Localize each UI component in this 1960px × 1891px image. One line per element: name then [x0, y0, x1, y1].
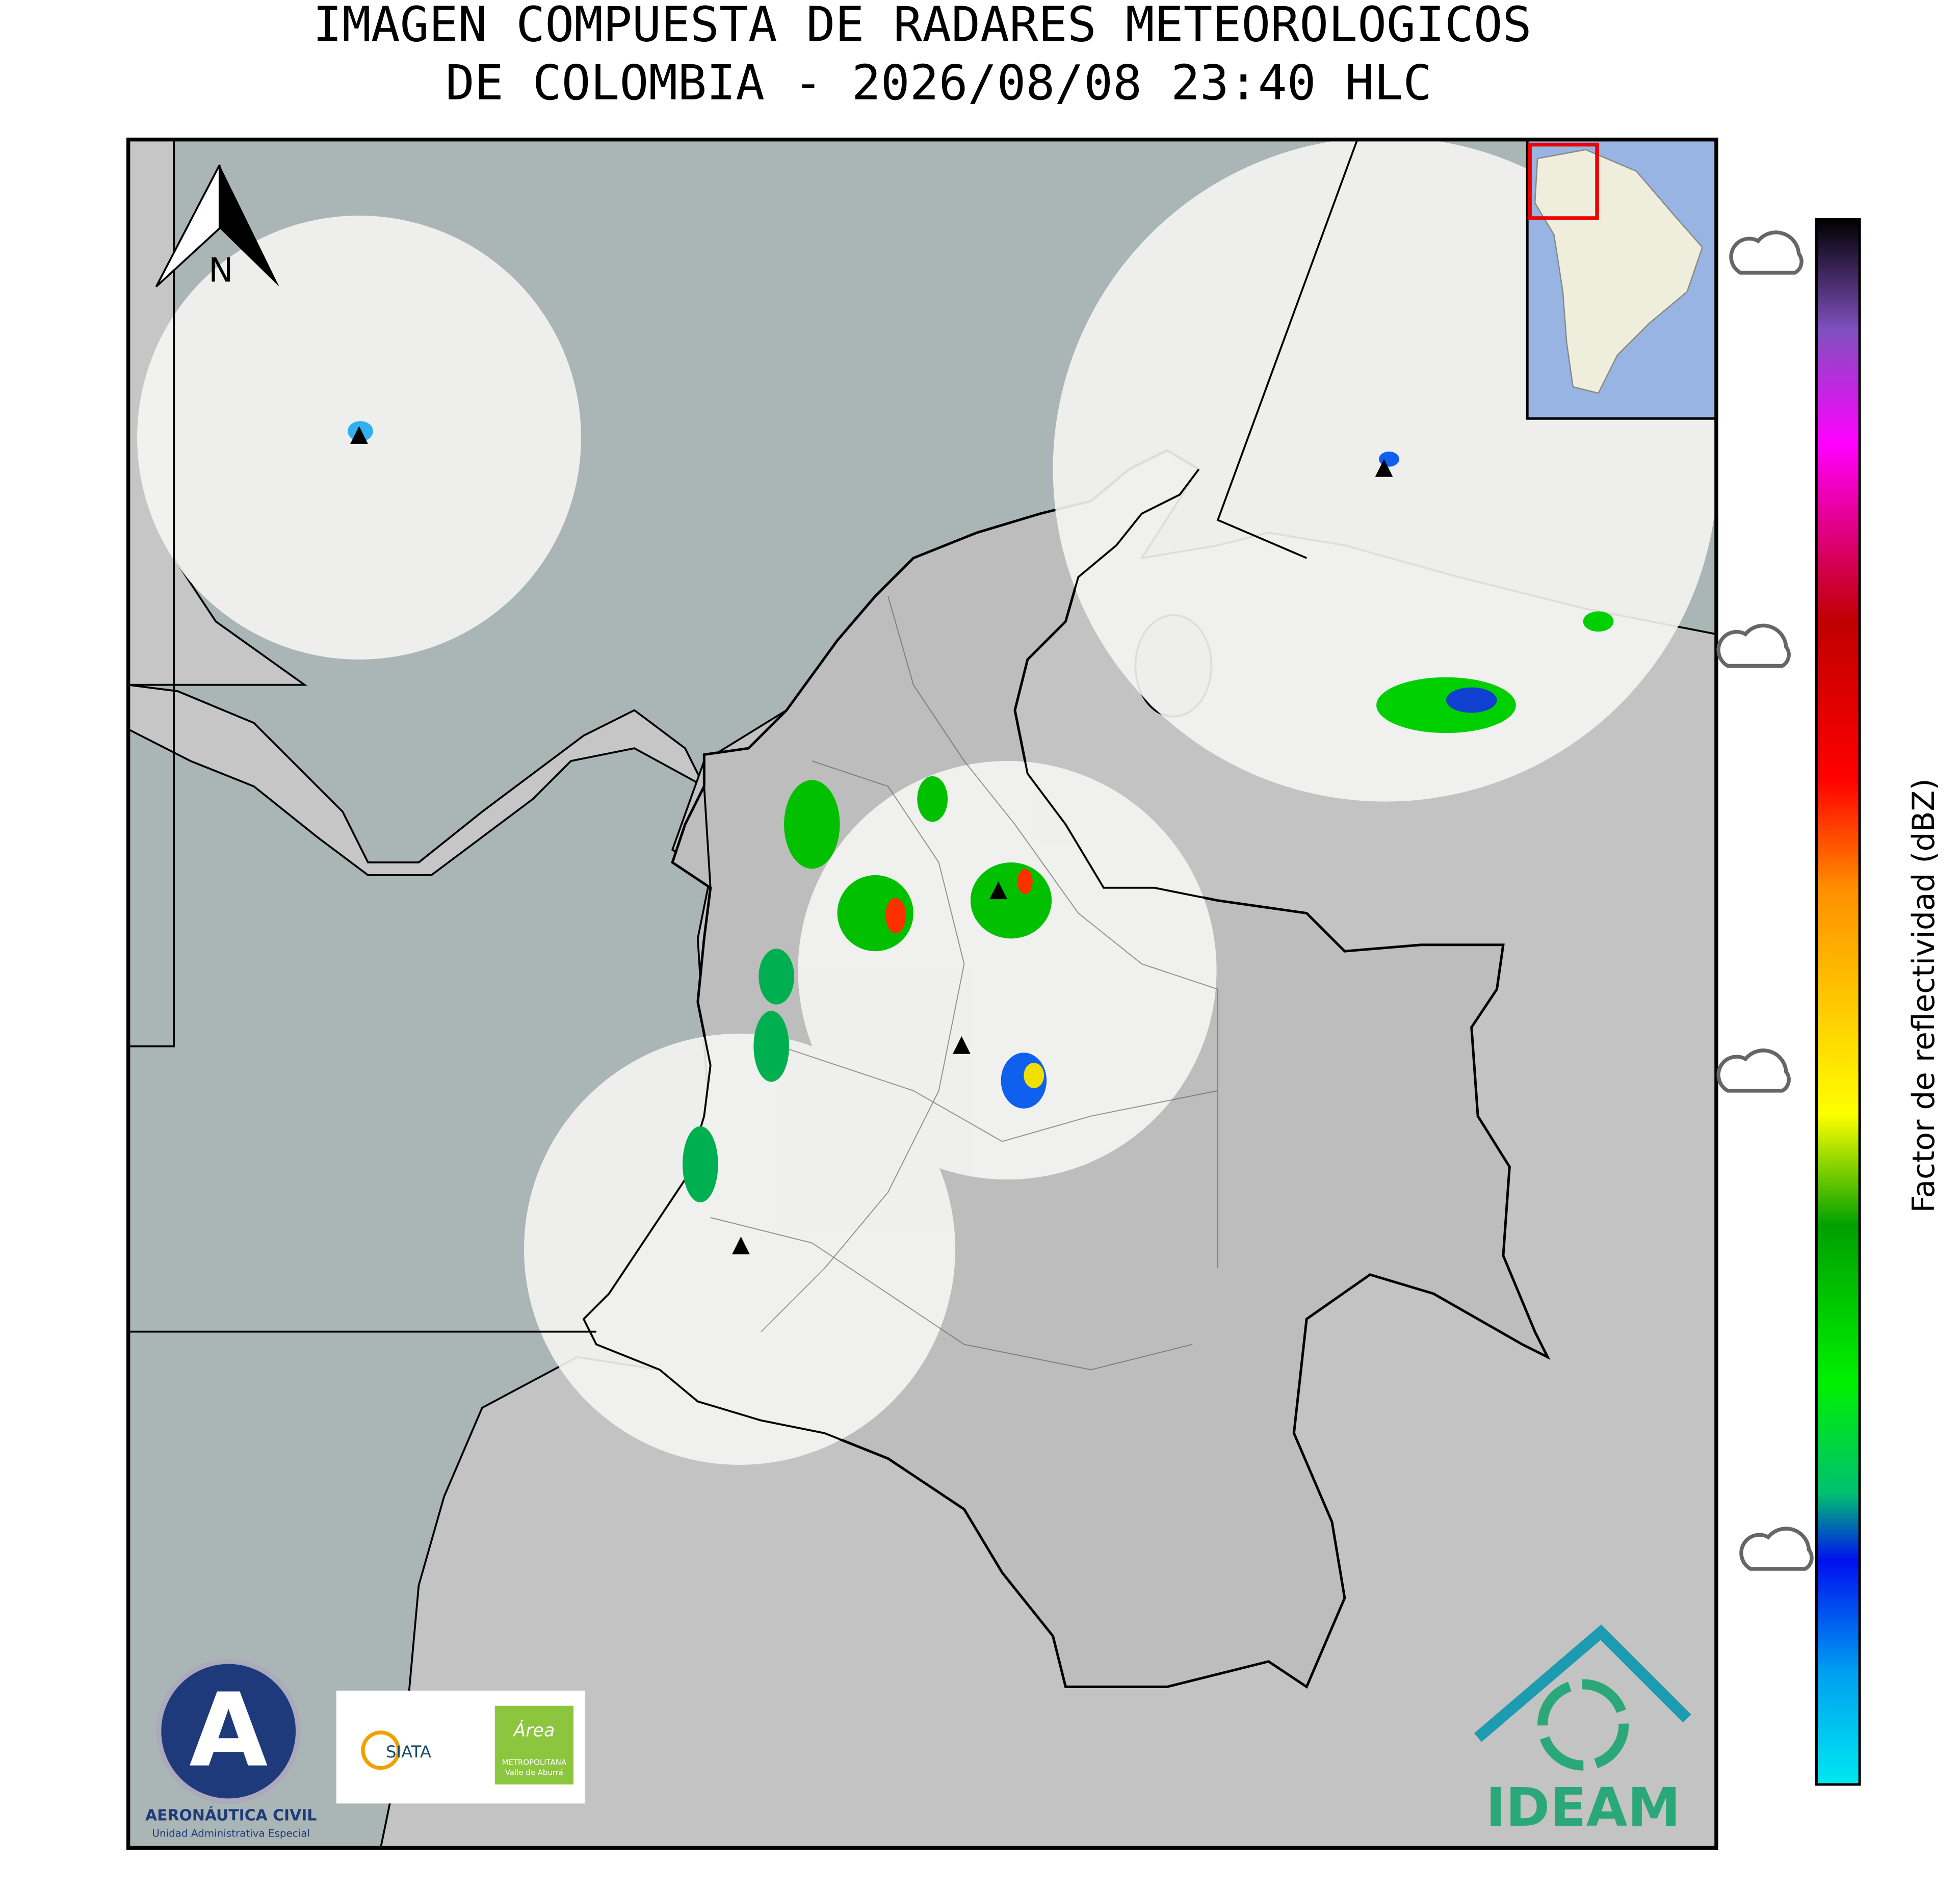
logos: A AERONÁUTICA CIVIL Unidad Administrativ… — [145, 1624, 1691, 1840]
ideam-name: IDEAM — [1486, 1776, 1681, 1839]
cloud-icon — [1729, 230, 1804, 275]
title-line: IMAGEN COMPUESTA DE RADARES METEOROLOGIC… — [313, 0, 1532, 53]
area-logo — [494, 1705, 574, 1784]
echo — [784, 780, 840, 869]
maritime-border — [1216, 139, 1358, 559]
radar-sites — [350, 426, 1393, 1254]
radar-site — [350, 426, 368, 444]
north-label: N — [208, 252, 233, 290]
colorbar-label: Factor de reflectividad (dBZ) — [1906, 778, 1942, 1213]
ideam-swirl — [1537, 1679, 1629, 1771]
echo — [683, 1126, 718, 1202]
radar-site — [732, 1237, 750, 1254]
department-line — [710, 1217, 1193, 1371]
siata-name: SIATA — [386, 1742, 431, 1762]
map-frame — [126, 137, 1718, 1850]
departments — [710, 596, 1219, 1371]
inset-extent — [1528, 142, 1599, 220]
cloud-icon — [1716, 1048, 1791, 1093]
radar-site — [953, 1036, 971, 1054]
title-line: DE COLOMBIA - 2026/08/08 23:40 HLC — [446, 55, 1432, 111]
radar-site — [989, 881, 1007, 900]
land-panama — [128, 684, 707, 876]
maritime-border — [128, 139, 175, 1047]
echo — [1017, 869, 1033, 895]
echo — [917, 776, 948, 822]
siata-sun — [361, 1730, 401, 1770]
department-line — [887, 596, 1218, 990]
echo — [1024, 1063, 1044, 1088]
area-sub: METROPOLITANA — [502, 1758, 567, 1767]
echo — [1446, 687, 1497, 713]
echo — [753, 1011, 790, 1082]
rain-legend — [1716, 230, 1814, 1571]
echo — [1583, 611, 1614, 632]
ideam-roof — [1474, 1624, 1691, 1742]
borders — [128, 139, 1550, 1689]
radar-echoes — [348, 421, 1614, 1202]
echo — [1376, 677, 1516, 733]
echo — [885, 898, 906, 934]
coverage-circle — [798, 760, 1217, 1180]
colorbar — [1815, 218, 1861, 1786]
aerocivil-logo — [156, 1659, 301, 1804]
colombia-border — [582, 468, 1550, 1689]
area-title: Área — [512, 1719, 555, 1741]
department-line — [761, 760, 965, 1332]
area-sub: Valle de Aburrá — [505, 1768, 563, 1777]
echo — [759, 949, 794, 1005]
aerocivil-sub: Unidad Administrativa Especial — [152, 1828, 309, 1840]
rain-icons — [1716, 230, 1814, 1571]
department-line — [761, 1039, 1218, 1142]
cloud-icon — [1716, 623, 1791, 668]
cloud-icon — [1739, 1527, 1814, 1571]
radar-site — [1375, 459, 1393, 477]
map-area: N A AERONÁUTICA CIVIL Unidad Administrat… — [128, 139, 1716, 1848]
echo — [970, 862, 1052, 939]
aerocivil-mark: A — [189, 1671, 268, 1790]
aerocivil-name: AERONÁUTICA CIVIL — [145, 1806, 317, 1825]
inset-map — [1526, 139, 1716, 420]
inset-land — [1534, 149, 1703, 394]
